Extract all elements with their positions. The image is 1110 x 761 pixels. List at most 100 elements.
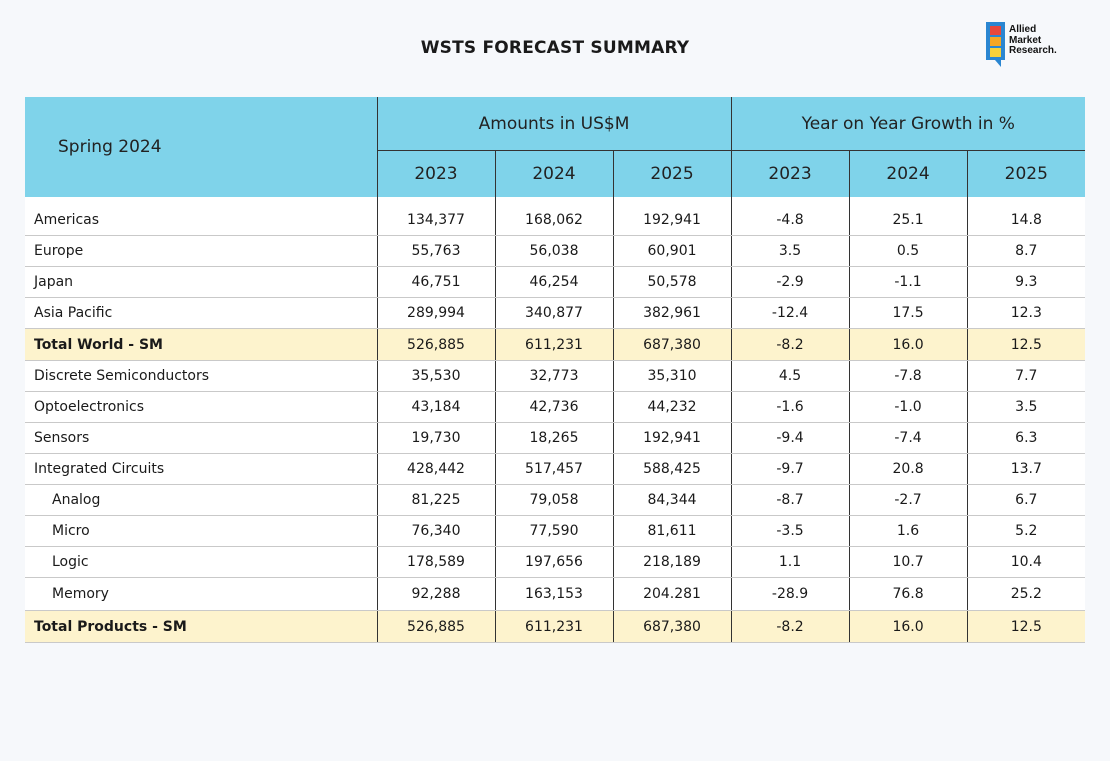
group-header-amounts: Amounts in US$M bbox=[376, 97, 732, 151]
table-row: Europe 55,763 56,038 60,901 3.5 0.5 8.7 bbox=[25, 235, 1086, 267]
table-cell: 4.5 bbox=[730, 360, 850, 392]
table-cell: -28.9 bbox=[730, 577, 850, 611]
table-cell: 428,442 bbox=[376, 453, 495, 485]
table-row: Micro 76,340 77,590 81,611 -3.5 1.6 5.2 bbox=[25, 515, 1086, 547]
table-cell: 10.4 bbox=[966, 546, 1086, 578]
table-cell: 60,901 bbox=[612, 235, 732, 267]
row-label: Total World - SM bbox=[25, 328, 377, 361]
row-label: Europe bbox=[25, 235, 377, 267]
table-cell: 25.1 bbox=[848, 197, 968, 236]
table-cell: 192,941 bbox=[612, 197, 732, 236]
table-cell: -4.8 bbox=[730, 197, 850, 236]
table-cell: 204.281 bbox=[612, 577, 732, 611]
table-cell: -7.8 bbox=[848, 360, 968, 392]
row-label: Discrete Semiconductors bbox=[25, 360, 377, 392]
group-header-growth: Year on Year Growth in % bbox=[730, 97, 1086, 151]
table-cell: 3.5 bbox=[730, 235, 850, 267]
table-cell: 42,736 bbox=[494, 391, 613, 423]
table-cell: 611,231 bbox=[494, 610, 613, 643]
table-row: Sensors 19,730 18,265 192,941 -9.4 -7.4 6.3 bbox=[25, 422, 1086, 454]
table-cell: 18,265 bbox=[494, 422, 613, 454]
brand-logo: Allied Market Research. bbox=[986, 22, 1086, 68]
row-label: Micro bbox=[25, 515, 377, 547]
table-cell: 10.7 bbox=[848, 546, 968, 578]
row-label: Memory bbox=[25, 577, 377, 611]
table-cell: 5.2 bbox=[966, 515, 1086, 547]
table-cell: -1.0 bbox=[848, 391, 968, 423]
table-cell: 32,773 bbox=[494, 360, 613, 392]
table-cell: -12.4 bbox=[730, 297, 850, 329]
table-cell: 17.5 bbox=[848, 297, 968, 329]
table-cell: 611,231 bbox=[494, 328, 613, 361]
table-cell: 382,961 bbox=[612, 297, 732, 329]
year-header-row: 2023 2024 2025 2023 2024 2025 bbox=[25, 150, 1086, 197]
row-label: Asia Pacific bbox=[25, 297, 377, 329]
table-row: Total World - SM 526,885 611,231 687,380 -8.… bbox=[25, 328, 1086, 361]
table-cell: 197,656 bbox=[494, 546, 613, 578]
year-header: 2024 bbox=[494, 150, 613, 197]
table-row: Asia Pacific 289,994 340,877 382,961 -12.4 17… bbox=[25, 297, 1086, 329]
table-cell: 46,751 bbox=[376, 266, 495, 298]
table-row: Memory 92,288 163,153 204.281 -28.9 76.8 25.2 bbox=[25, 577, 1086, 611]
table-cell: 1.1 bbox=[730, 546, 850, 578]
table-cell: 340,877 bbox=[494, 297, 613, 329]
table-cell: 163,153 bbox=[494, 577, 613, 611]
table-cell: 687,380 bbox=[612, 328, 732, 361]
table-cell: 526,885 bbox=[376, 610, 495, 643]
table-cell: 12.3 bbox=[966, 297, 1086, 329]
year-header: 2025 bbox=[612, 150, 732, 197]
table-cell: -3.5 bbox=[730, 515, 850, 547]
table-cell: 81,225 bbox=[376, 484, 495, 516]
table-cell: -8.7 bbox=[730, 484, 850, 516]
table-row: Total Products - SM 526,885 611,231 687,380… bbox=[25, 610, 1086, 643]
logo-text: Allied Market Research. bbox=[1009, 24, 1057, 56]
table-cell: 6.7 bbox=[966, 484, 1086, 516]
row-label: Americas bbox=[25, 197, 377, 236]
row-label: Japan bbox=[25, 266, 377, 298]
row-label: Logic bbox=[25, 546, 377, 578]
table-cell: 6.3 bbox=[966, 422, 1086, 454]
table-cell: 13.7 bbox=[966, 453, 1086, 485]
table-cell: 44,232 bbox=[612, 391, 732, 423]
table-cell: 79,058 bbox=[494, 484, 613, 516]
table-cell: 9.3 bbox=[966, 266, 1086, 298]
table-cell: 218,189 bbox=[612, 546, 732, 578]
table-row: Analog 81,225 79,058 84,344 -8.7 -2.7 6.7 bbox=[25, 484, 1086, 516]
corner-label: Spring 2024 bbox=[25, 97, 377, 197]
table-cell: 84,344 bbox=[612, 484, 732, 516]
table-cell: 76.8 bbox=[848, 577, 968, 611]
table-row: Optoelectronics 43,184 42,736 44,232 -1.6 -1.… bbox=[25, 391, 1086, 423]
table-cell: 25.2 bbox=[966, 577, 1086, 611]
table-row: Japan 46,751 46,254 50,578 -2.9 -1.1 9.3 bbox=[25, 266, 1086, 298]
table-cell: 1.6 bbox=[848, 515, 968, 547]
table-cell: -7.4 bbox=[848, 422, 968, 454]
row-label: Optoelectronics bbox=[25, 391, 377, 423]
forecast-table: Spring 2024 Amounts in US$M Year on Year… bbox=[25, 97, 1086, 643]
table-cell: 35,530 bbox=[376, 360, 495, 392]
logo-mark-icon bbox=[986, 22, 1005, 60]
row-label: Integrated Circuits bbox=[25, 453, 377, 485]
table-cell: 687,380 bbox=[612, 610, 732, 643]
table-cell: 35,310 bbox=[612, 360, 732, 392]
page-title: WSTS FORECAST SUMMARY bbox=[420, 38, 690, 58]
table-cell: 7.7 bbox=[966, 360, 1086, 392]
table-cell: 19,730 bbox=[376, 422, 495, 454]
table-cell: -9.7 bbox=[730, 453, 850, 485]
table-cell: 178,589 bbox=[376, 546, 495, 578]
year-header: 2025 bbox=[966, 150, 1086, 197]
table-cell: 81,611 bbox=[612, 515, 732, 547]
table-body: Americas 134,377 168,062 192,941 -4.8 25.1 14.… bbox=[25, 197, 1086, 643]
year-header: 2024 bbox=[848, 150, 968, 197]
year-header: 2023 bbox=[376, 150, 495, 197]
table-cell: 0.5 bbox=[848, 235, 968, 267]
table-cell: 16.0 bbox=[848, 328, 968, 361]
row-label: Analog bbox=[25, 484, 377, 516]
table-cell: 526,885 bbox=[376, 328, 495, 361]
table-cell: 76,340 bbox=[376, 515, 495, 547]
table-cell: 289,994 bbox=[376, 297, 495, 329]
table-row: Americas 134,377 168,062 192,941 -4.8 25.1 14.… bbox=[25, 197, 1086, 236]
table-cell: 92,288 bbox=[376, 577, 495, 611]
table-cell: -8.2 bbox=[730, 610, 850, 643]
table-cell: -2.7 bbox=[848, 484, 968, 516]
table-cell: 20.8 bbox=[848, 453, 968, 485]
